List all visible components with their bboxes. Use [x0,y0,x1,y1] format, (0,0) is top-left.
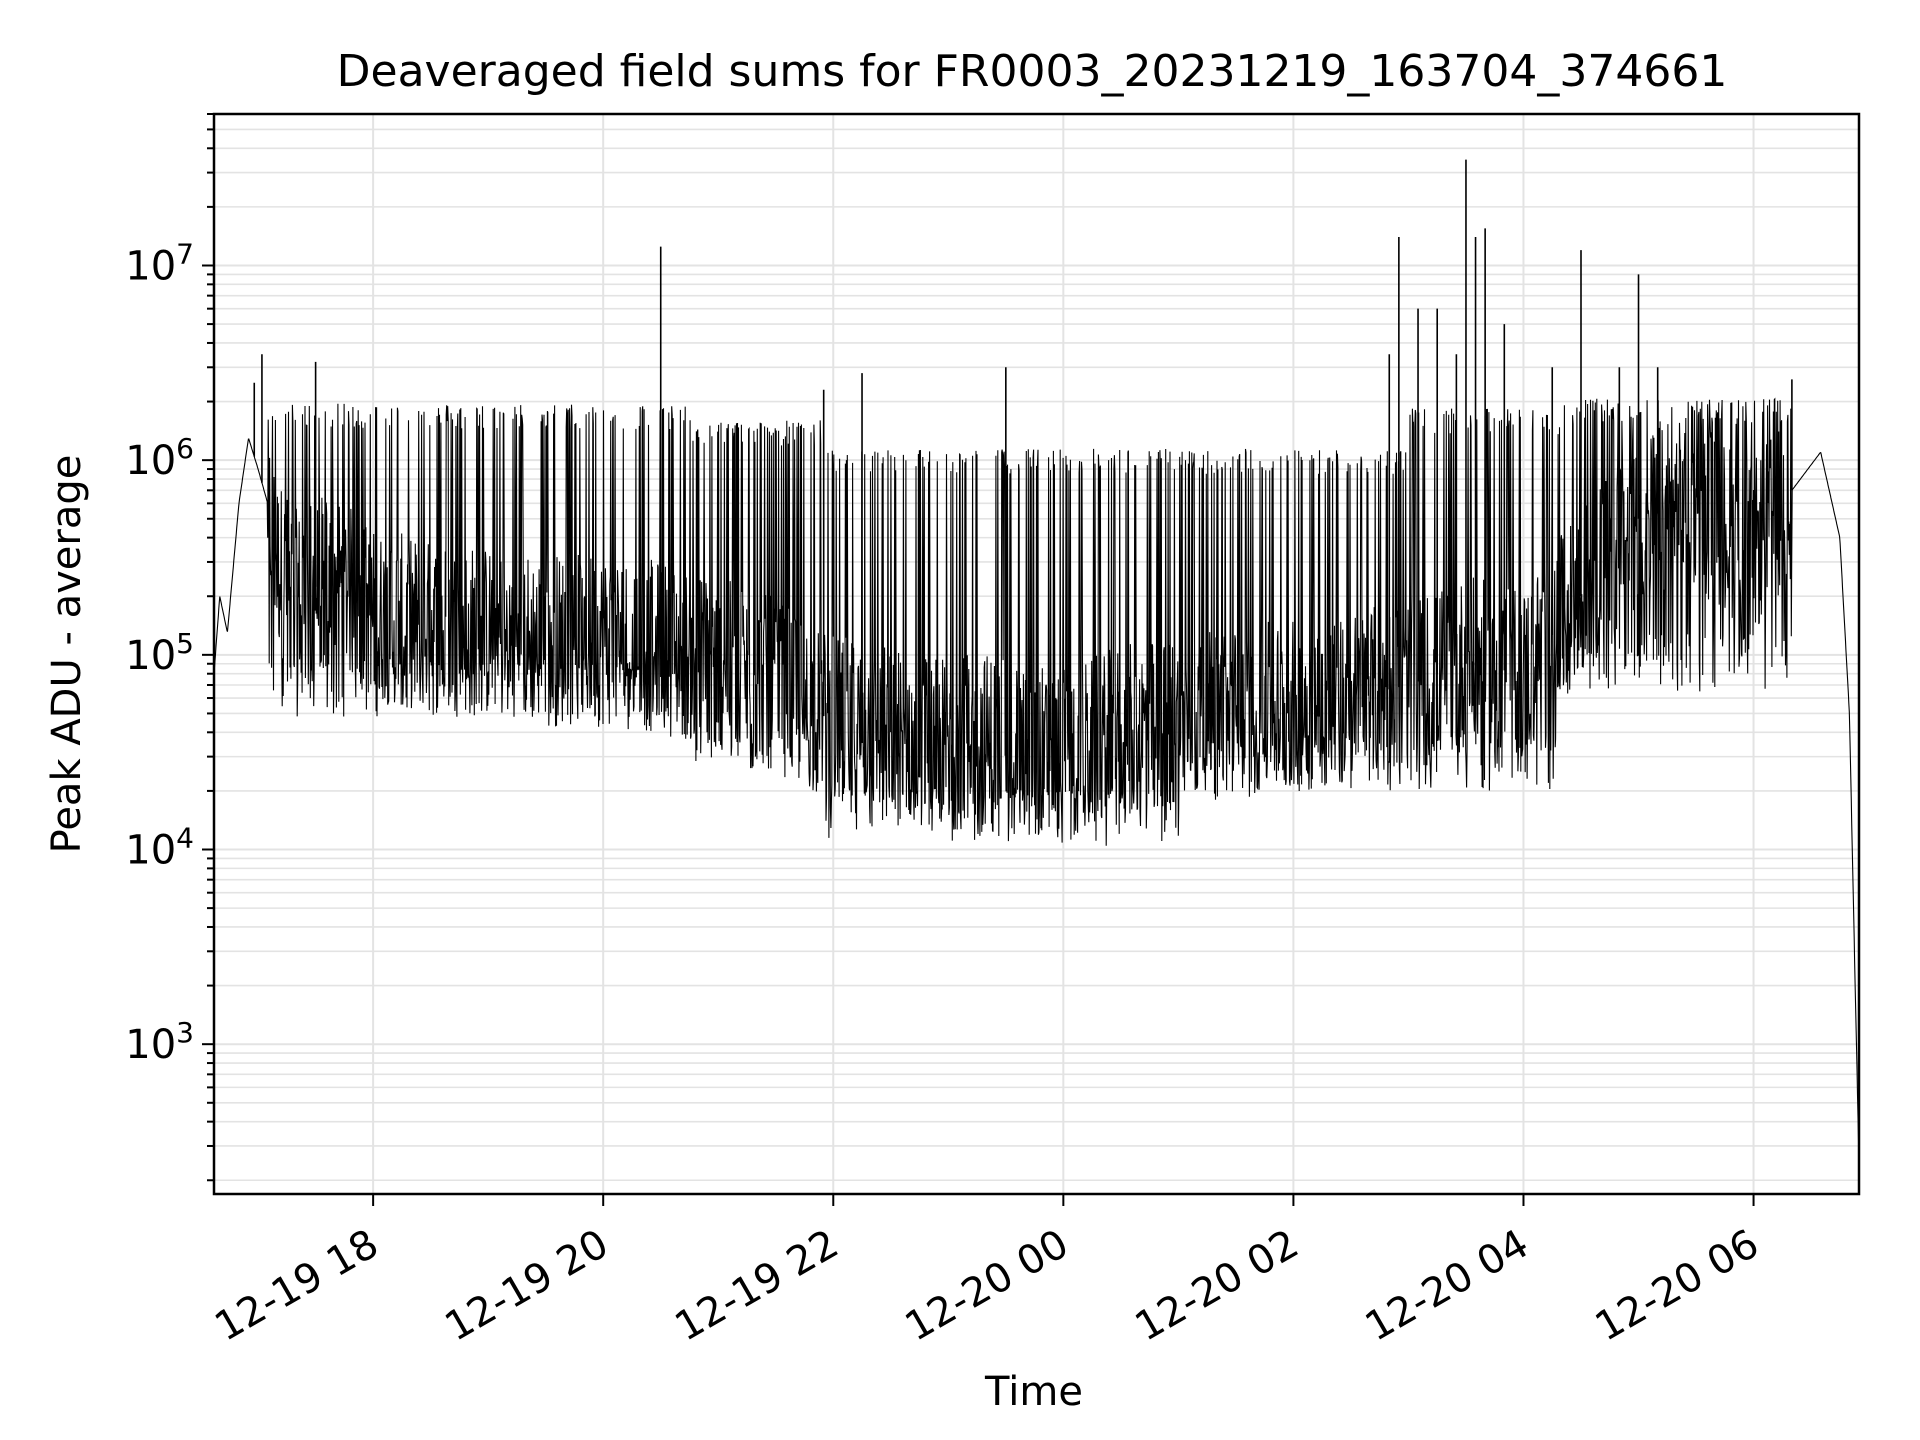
y-tick-label-exponent: 7 [176,237,194,270]
y-tick-label: 105 [125,627,194,679]
y-tick-label-base: 10 [125,438,176,484]
y-tick-label-exponent: 4 [176,822,194,855]
y-tick-label-base: 10 [125,633,176,679]
chart-title: Deaveraged field sums for FR0003_2023121… [337,46,1728,97]
y-tick-label-exponent: 6 [176,432,194,465]
x-axis-label: Time [984,1369,1083,1415]
series-line [213,397,1860,1162]
y-axis-label: Peak ADU - average [44,455,90,854]
y-tick-label-exponent: 5 [176,627,194,660]
y-tick-label-base: 10 [125,1022,176,1068]
y-tick-label: 103 [125,1016,194,1068]
y-tick-label: 104 [125,822,194,874]
series-layer [213,159,1860,1162]
y-tick-label-base: 10 [125,828,176,874]
y-tick-label-exponent: 3 [176,1016,194,1049]
y-tick-label-base: 10 [125,243,176,289]
y-tick-label: 106 [125,432,194,484]
y-tick-label: 107 [125,237,194,289]
